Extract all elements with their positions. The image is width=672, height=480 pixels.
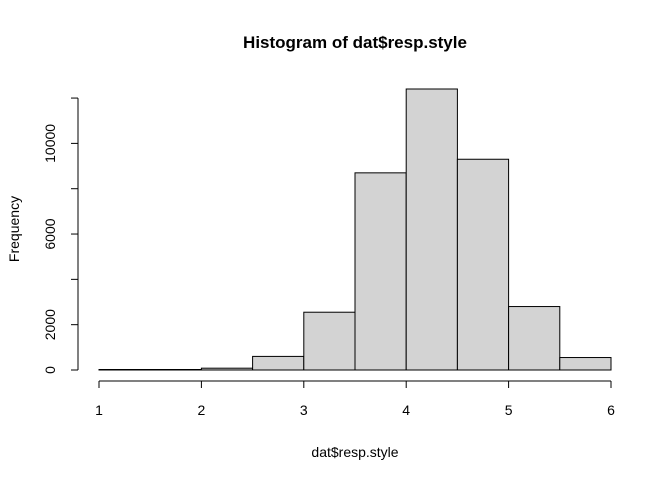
x-tick-label: 2: [198, 402, 206, 418]
histogram-bar: [149, 369, 202, 371]
histogram-bar: [405, 88, 458, 371]
y-tick-label: 2000: [42, 309, 58, 340]
x-tick-label: 4: [402, 402, 410, 418]
histogram-bar: [200, 367, 254, 371]
histogram-bar: [508, 306, 561, 371]
x-tick-label: 1: [95, 402, 103, 418]
x-tick-label: 3: [300, 402, 308, 418]
y-tick-label: 0: [42, 366, 58, 374]
y-tick-label: 6000: [42, 218, 58, 249]
x-tick-label: 5: [505, 402, 513, 418]
chart-title: Histogram of dat$resp.style: [243, 33, 467, 52]
histogram-bar: [354, 172, 407, 371]
y-tick-label: 10000: [42, 124, 58, 163]
histogram-bar: [559, 357, 612, 371]
bars-group: [98, 88, 612, 371]
y-axis-label: Frequency: [6, 196, 22, 262]
x-axis: 1 2 3 4 5 6: [95, 380, 615, 418]
histogram-bar: [98, 369, 151, 371]
x-axis-label: dat$resp.style: [311, 444, 398, 460]
histogram-bar: [252, 355, 305, 371]
y-axis: 0 2000 6000 10000: [42, 97, 79, 374]
histogram-bar: [303, 311, 356, 371]
x-tick-label: 6: [607, 402, 615, 418]
histogram-bar: [456, 158, 510, 371]
